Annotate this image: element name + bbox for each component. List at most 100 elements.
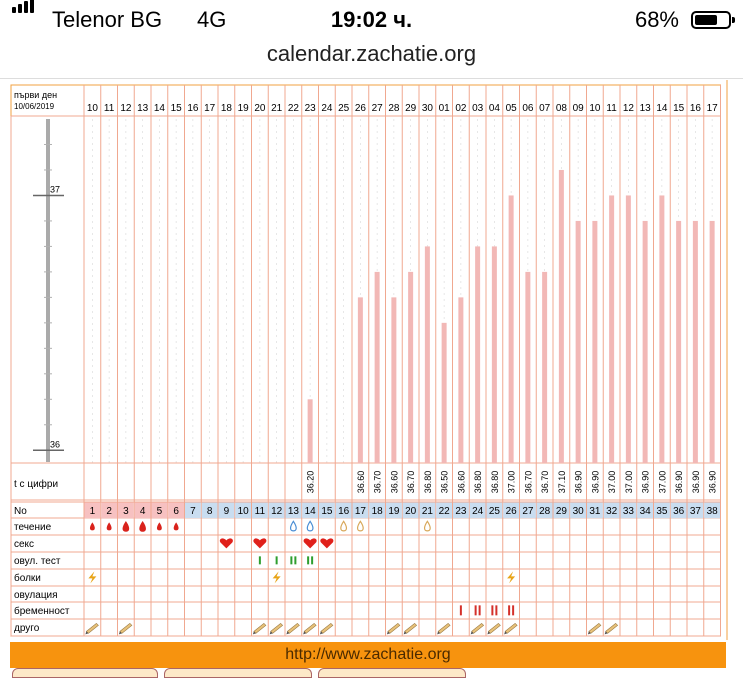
cycle-day-cell <box>419 502 436 519</box>
temperature-label: 36.90 <box>674 471 684 494</box>
pencil-icon <box>437 622 451 635</box>
blood-icon <box>106 522 112 531</box>
cycle-day-label: 16 <box>338 506 350 517</box>
cycle-day-label: 20 <box>405 506 417 517</box>
test-1-icon <box>275 556 278 565</box>
cycle-day-cell <box>570 502 586 519</box>
cycle-day-label: 9 <box>224 506 230 517</box>
tab-left[interactable] <box>12 668 158 678</box>
temperature-label: 36.60 <box>456 471 466 494</box>
network-type: 4G <box>197 7 227 32</box>
cycle-day-label: 30 <box>573 506 585 517</box>
header-label: първи ден <box>14 90 57 100</box>
drop-tan-icon <box>423 520 431 532</box>
temperature-bar <box>592 220 598 463</box>
cycle-day-label: 4 <box>140 506 146 517</box>
date-label: 22 <box>288 103 300 114</box>
drop-tan-icon <box>356 520 364 532</box>
temperature-label: 37.00 <box>657 471 667 494</box>
cycle-day-cell <box>402 502 419 519</box>
row-label-other: друго <box>14 623 40 634</box>
y-tick-label: 37 <box>50 184 60 194</box>
drop-blue-icon <box>306 520 314 532</box>
cycle-day-cell <box>536 502 553 519</box>
cycle-day-label: 14 <box>305 506 317 517</box>
date-label: 26 <box>355 103 367 114</box>
cycle-day-label: 35 <box>656 506 668 517</box>
pencil-icon <box>504 622 518 635</box>
cycle-day-cell <box>637 502 653 519</box>
status-time: 19:02 ч. <box>330 7 413 32</box>
row-label-pain: болки <box>14 572 41 584</box>
heart-icon <box>253 538 267 549</box>
tab-right[interactable] <box>318 668 466 678</box>
temperature-label: 36.80 <box>490 471 500 494</box>
heart-icon <box>303 538 317 549</box>
cycle-day-label: 12 <box>271 506 283 517</box>
cycle-day-cell <box>553 502 570 519</box>
temperature-bar <box>491 246 497 463</box>
temperature-bar <box>508 195 514 463</box>
cycle-day-label: 8 <box>207 506 213 517</box>
pencil-icon <box>487 622 501 635</box>
date-label: 13 <box>640 103 652 114</box>
cycle-day-cell <box>453 502 469 519</box>
cycle-day-cell <box>704 502 720 519</box>
temperature-bar <box>642 220 648 463</box>
divider <box>0 78 743 79</box>
bolt-icon <box>272 571 281 584</box>
date-label: 21 <box>271 103 283 114</box>
drop-tan-icon <box>340 520 348 532</box>
cycle-day-cell <box>369 502 385 519</box>
row-label-ovtest: овул. тест <box>14 556 61 567</box>
cycle-day-cell <box>670 502 687 519</box>
date-label: 29 <box>405 103 417 114</box>
temperature-bar <box>609 195 615 463</box>
cycle-day-label: 11 <box>255 506 266 517</box>
temperature-bar <box>458 297 464 463</box>
cycle-day-label: 7 <box>190 506 196 517</box>
date-label: 08 <box>556 103 568 114</box>
battery-icon <box>691 11 735 29</box>
temperature-label: 36.90 <box>590 471 600 494</box>
cycle-day-cell <box>151 502 168 519</box>
cycle-day-label: 2 <box>106 506 112 517</box>
date-label: 13 <box>137 103 149 114</box>
cycle-day-cell <box>235 502 251 519</box>
row-label-no: No <box>14 506 27 517</box>
pencil-icon <box>269 622 284 635</box>
date-label: 18 <box>221 103 233 114</box>
cycle-day-cell <box>587 502 603 519</box>
address-bar[interactable]: calendar.zachatie.org <box>266 41 477 66</box>
temperature-label: 36.60 <box>389 471 399 494</box>
cycle-day-cell <box>654 502 670 519</box>
pencil-icon <box>303 622 317 635</box>
header-date: 10/06/2019 <box>14 102 55 111</box>
cycle-day-label: 5 <box>157 506 163 517</box>
blood-icon <box>173 522 179 531</box>
cycle-day-label: 25 <box>489 506 501 517</box>
temperature-bar <box>659 195 665 463</box>
cycle-day-label: 19 <box>388 506 400 517</box>
tab-middle[interactable] <box>164 668 312 678</box>
cycle-day-cell <box>134 502 151 519</box>
temperature-bar <box>374 271 380 463</box>
date-label: 30 <box>422 103 434 114</box>
date-label: 11 <box>606 103 617 114</box>
temperature-bar <box>391 297 397 463</box>
footer-link[interactable]: http://www.zachatie.org <box>10 642 726 668</box>
temperature-label: 36.70 <box>406 471 416 494</box>
cycle-day-cell <box>469 502 486 519</box>
pencil-icon <box>85 622 99 635</box>
date-label: 10 <box>589 103 601 114</box>
cycle-day-label: 1 <box>90 506 96 517</box>
date-label: 07 <box>539 103 551 114</box>
temperature-bar <box>475 246 481 463</box>
cycle-day-label: 37 <box>690 506 702 517</box>
temperature-label: 36.70 <box>523 471 533 494</box>
temperature-label: 36.90 <box>574 471 584 494</box>
date-label: 12 <box>120 103 132 114</box>
carrier-name: Telenor BG <box>52 7 163 32</box>
pencil-icon <box>604 622 619 635</box>
cycle-day-label: 23 <box>455 506 467 517</box>
